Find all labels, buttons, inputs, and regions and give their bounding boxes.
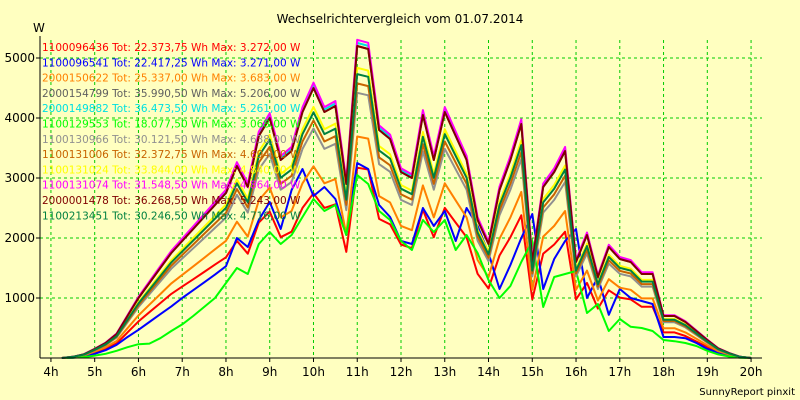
legend-entry-1: 1100096436 Tot: 22.373,75 Wh Max: 3.272,… [42,42,301,54]
series-line-3 [61,135,752,359]
x-tick-label: 17h [608,365,631,379]
x-tick-label: 19h [696,365,719,379]
y-axis-unit: W [33,21,45,35]
x-tick-label: 5h [87,365,102,379]
x-tick-label: 6h [131,365,146,379]
y-tick-label: 3000 [4,171,35,185]
x-tick-label: 12h [390,365,413,379]
series-line-10 [61,38,752,359]
y-tick-label: 1000 [4,291,35,305]
series-line-8 [61,82,752,359]
y-tick-label: 2000 [4,231,35,245]
axis-layer: 4h 5h 6h 7h 8h 9h 10h 11h 12h 13h 14h 15h 16h 17h 18h 1… [4,36,762,379]
legend-entry-8: 1100131006 Tot: 32.372,75 Wh Max: 4.694,… [42,149,301,161]
x-tick-label: 7h [175,365,190,379]
legend-entry-11: 2000001478 Tot: 36.268,50 Wh Max: 5.243,… [42,195,301,207]
y-tick-label: 5000 [4,51,35,65]
x-tick-label: 20h [740,365,763,379]
legend-entry-7: 1100130966 Tot: 30.121,50 Wh Max: 4.638,… [42,134,301,146]
legend: 1100096436 Tot: 22.373,75 Wh Max: 3.272,… [42,42,301,222]
x-tick-label: 13h [433,365,456,379]
x-tick-label: 14h [477,365,500,379]
x-tick-label: 15h [521,365,544,379]
series-line-7 [61,91,752,359]
legend-entry-12: 1100213451 Tot: 30.246,50 Wh Max: 4.716,… [42,210,301,222]
legend-entry-3: 2000150622 Tot: 25.337,00 Wh Max: 3.683,… [42,73,301,85]
legend-entry-4: 2000154799 Tot: 35.990,50 Wh Max: 5.206,… [42,88,301,100]
series-line-6 [61,174,752,359]
legend-entry-10: 1100131074 Tot: 31.548,50 Wh Max: 4.864,… [42,180,301,192]
footer-credit: SunnyReport pinxit [699,387,795,398]
series-line-9 [61,66,752,359]
x-tick-label: 10h [302,365,325,379]
y-tick-label: 4000 [4,111,35,125]
legend-entry-2: 1100096541 Tot: 22.417,25 Wh Max: 3.271,… [42,57,301,69]
x-tick-label: 18h [652,365,675,379]
chart-title: Wechselrichtervergleich vom 01.07.2014 [277,12,524,26]
x-tick-label: 9h [262,365,277,379]
series-line-11 [61,45,752,359]
grid-layer [40,40,762,358]
legend-entry-5: 2000149882 Tot: 36.473,50 Wh Max: 5.261,… [42,103,301,115]
x-tick-label: 16h [565,365,588,379]
series-line-2 [61,162,752,359]
legend-entry-9: 1100131024 Tot: 33.844,00 Wh Max: 4.840,… [42,164,301,176]
series-layer [61,38,752,359]
x-tick-label: 4h [43,365,58,379]
series-line-12 [61,73,752,359]
legend-entry-6: 1100129553 Tot: 18.077,50 Wh Max: 3.068,… [42,119,301,131]
x-tick-label: 8h [218,365,233,379]
x-tick-label: 11h [346,365,369,379]
